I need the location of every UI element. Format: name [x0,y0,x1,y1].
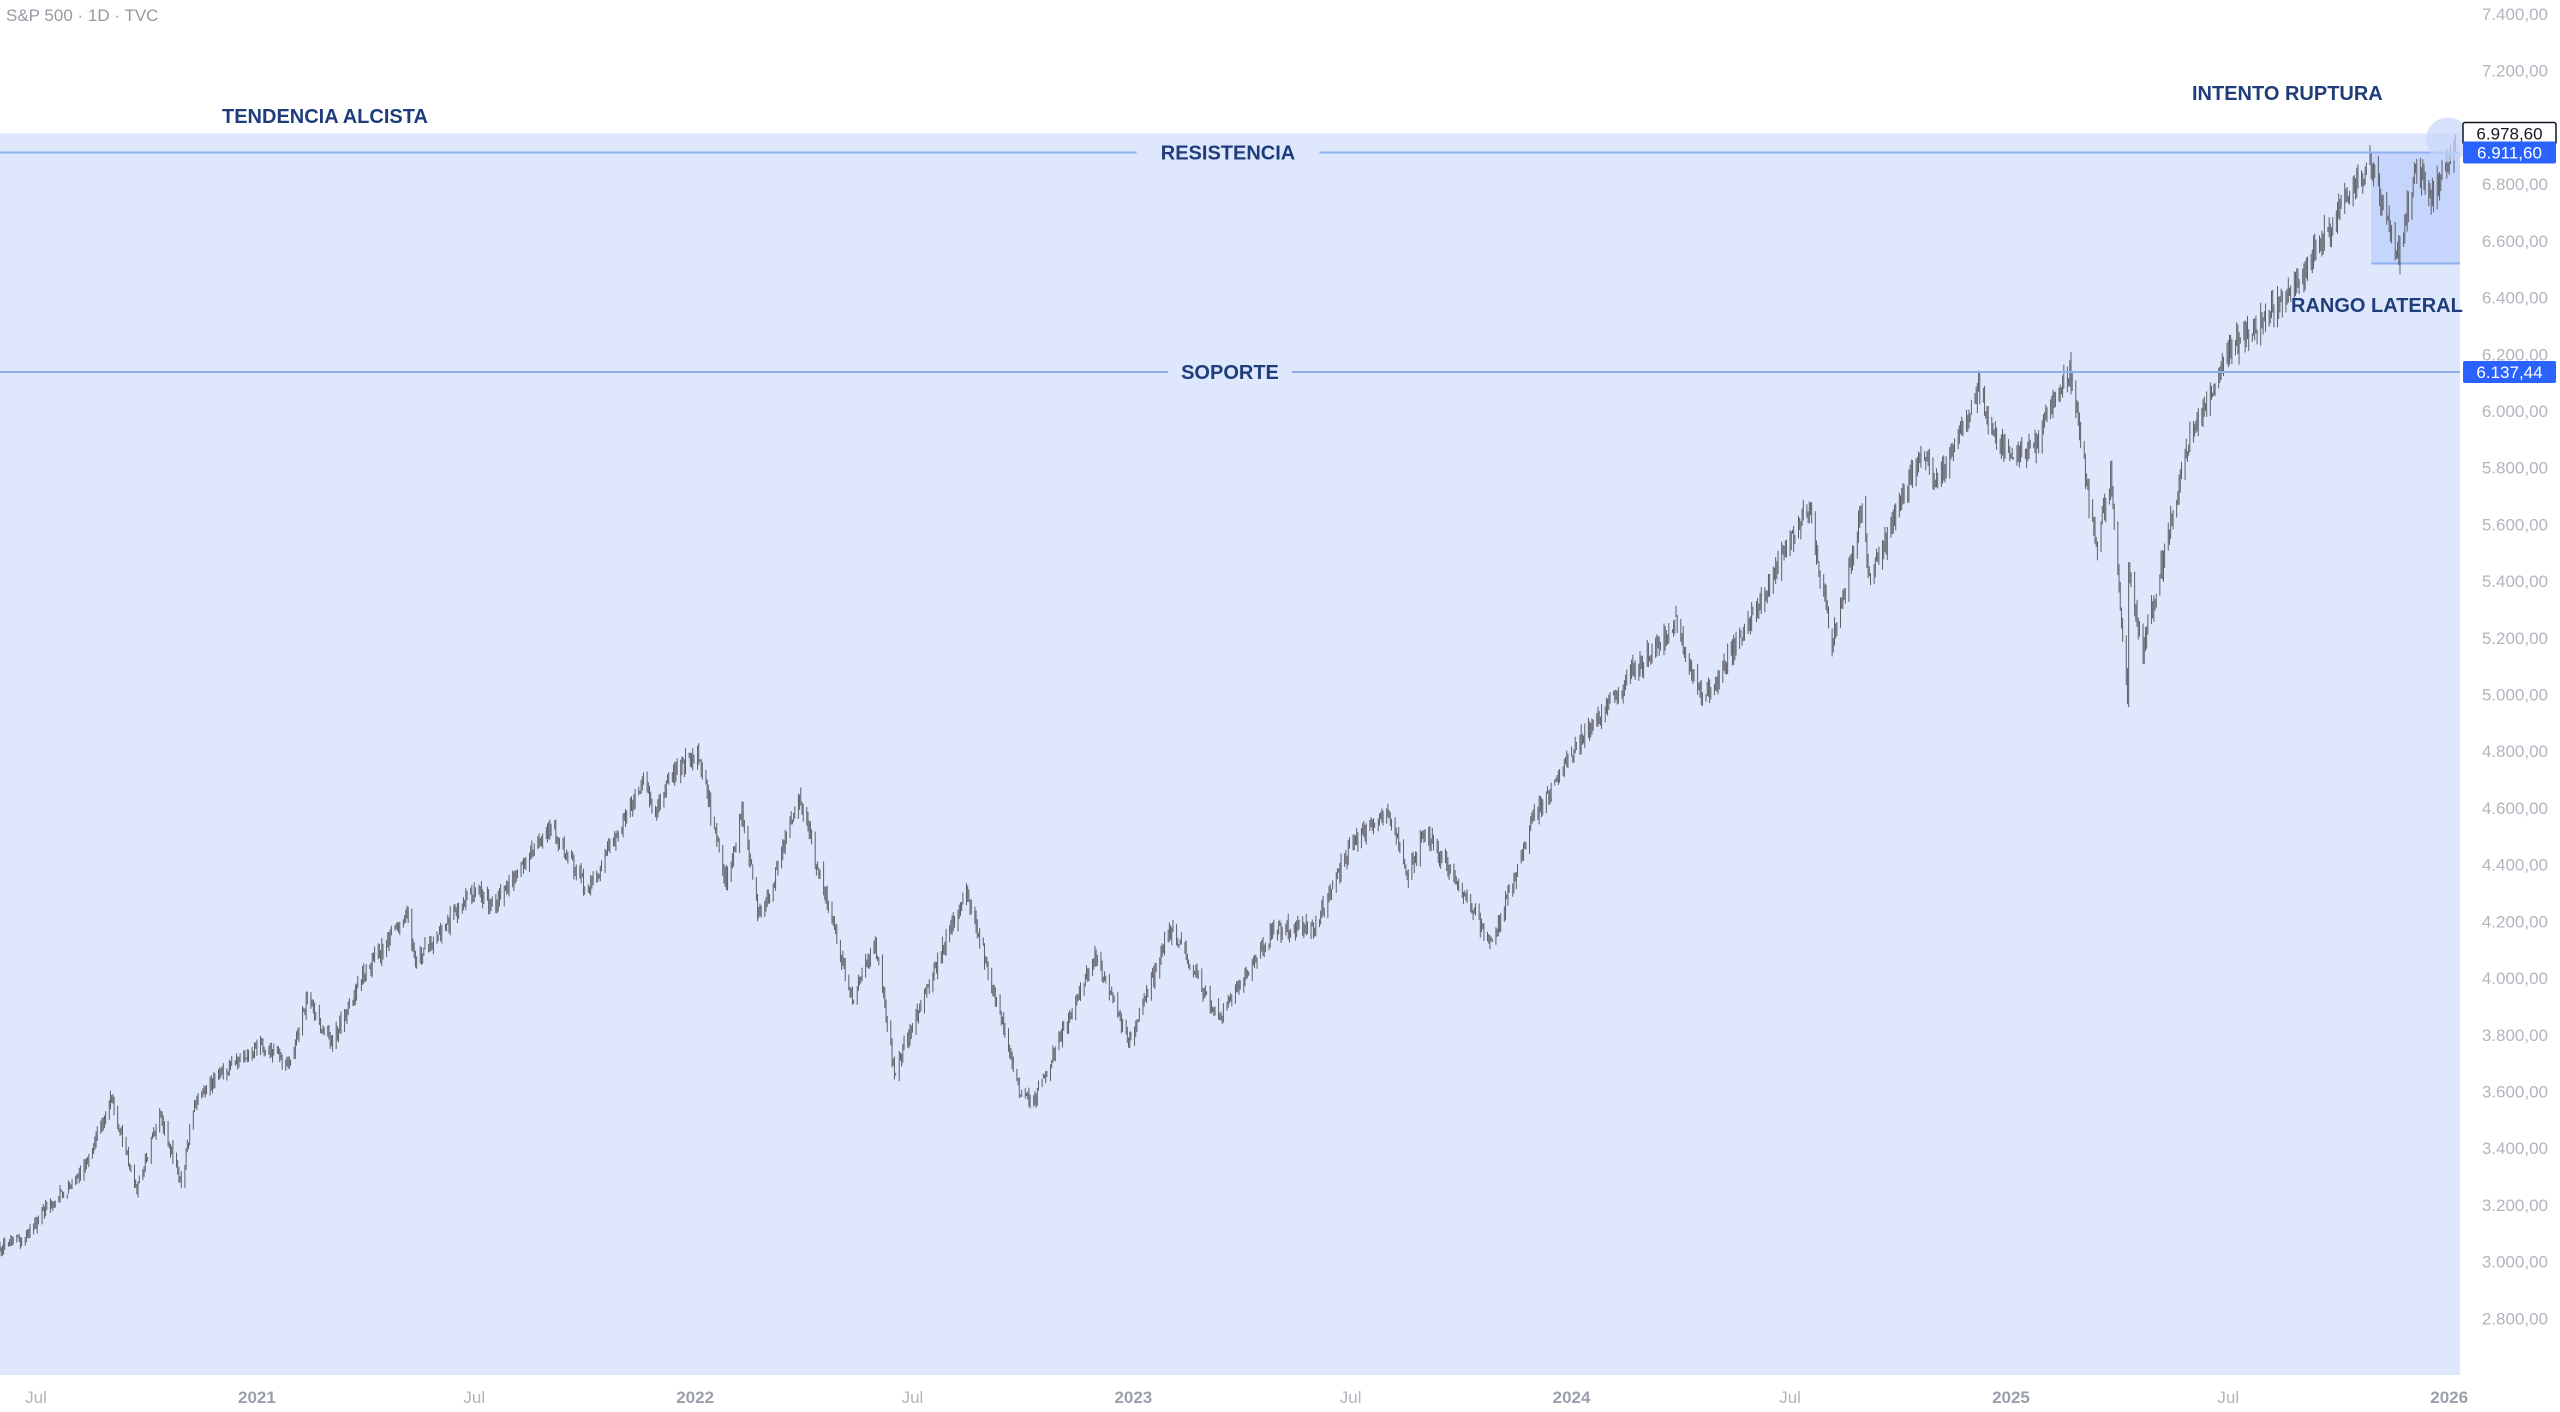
x-tick-label: Jul [902,1388,924,1407]
y-tick-label: 4.600,00 [2482,799,2548,818]
symbol-name: S&P 500 [6,6,73,25]
y-tick-label: 5.200,00 [2482,629,2548,648]
y-tick-label: 6.400,00 [2482,289,2548,308]
x-tick-label: Jul [1779,1388,1801,1407]
y-tick-label: 3.200,00 [2482,1196,2548,1215]
title-separator-2: · [109,6,125,25]
level-label-resistencia: RESISTENCIA [1161,142,1295,164]
range-box-label: RANGO LATERAL [2291,295,2463,317]
trend-zone [0,133,2460,1375]
x-tick-label: 2025 [1992,1388,2030,1407]
price-tag-label: 6.978,60 [2476,124,2542,143]
y-tick-label: 7.200,00 [2482,62,2548,81]
candle-series [0,134,2456,1257]
x-tick-label: Jul [25,1388,47,1407]
breakout-label: INTENTO RUPTURA [2192,83,2383,105]
y-tick-label: 3.400,00 [2482,1139,2548,1158]
level-label-soporte: SOPORTE [1181,362,1279,384]
y-tick-label: 6.600,00 [2482,232,2548,251]
y-tick-label: 4.000,00 [2482,969,2548,988]
price-tag[interactable] [2463,360,2556,383]
x-tick-label: Jul [1340,1388,1362,1407]
title-separator-1: · [72,6,88,25]
y-tick-label: 4.200,00 [2482,912,2548,931]
x-tick-label: 2026 [2430,1388,2468,1407]
y-tick-label: 4.800,00 [2482,742,2548,761]
y-tick-label: 6.200,00 [2482,345,2548,364]
price-tag-label: 6.911,60 [2477,143,2542,162]
y-tick-label: 3.600,00 [2482,1082,2548,1101]
y-tick-label: 7.400,00 [2482,5,2548,24]
y-tick-label: 6.800,00 [2482,175,2548,194]
y-tick-label: 2.800,00 [2482,1309,2548,1328]
last-price-marker [2426,117,2470,162]
y-tick-label: 5.000,00 [2482,686,2548,705]
y-tick-label: 3.800,00 [2482,1026,2548,1045]
x-tick-label: Jul [2217,1388,2239,1407]
y-tick-label: 5.600,00 [2482,515,2548,534]
price-tag[interactable] [2463,141,2556,164]
x-tick-label: 2022 [676,1388,714,1407]
y-tick-label: 6.000,00 [2482,402,2548,421]
symbol-interval: 1D [87,6,110,25]
trend-zone-label: TENDENCIA ALCISTA [222,106,428,128]
symbol-source: TVC [124,6,159,25]
x-tick-label: 2021 [238,1388,276,1407]
symbol-title[interactable]: S&P 500 · 1D · TVC [6,6,158,26]
y-tick-label: 3.000,00 [2482,1253,2548,1272]
x-tick-label: 2024 [1553,1388,1591,1407]
x-tick-label: 2023 [1114,1388,1152,1407]
x-tick-label: Jul [463,1388,485,1407]
price-tag-label: 6.137,44 [2476,363,2542,382]
y-tick-label: 5.800,00 [2482,459,2548,478]
y-tick-label: 5.400,00 [2482,572,2548,591]
y-tick-label: 4.400,00 [2482,856,2548,875]
